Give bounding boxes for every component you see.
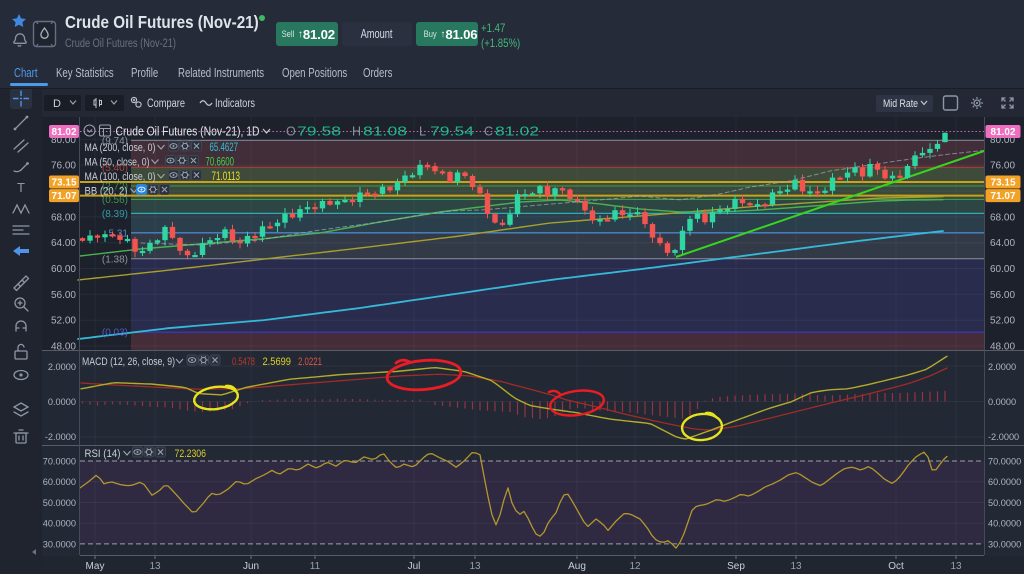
svg-text:(9.74): (9.74) xyxy=(102,136,128,147)
svg-text:May: May xyxy=(86,561,105,572)
svg-text:Sep: Sep xyxy=(727,561,745,572)
svg-text:13: 13 xyxy=(149,561,161,572)
svg-text:71.0113: 71.0113 xyxy=(212,171,241,183)
svg-text:30.0000: 30.0000 xyxy=(988,539,1021,549)
svg-text:Indicators: Indicators xyxy=(215,98,255,110)
svg-text:MACD (12, 26, close, 9): MACD (12, 26, close, 9) xyxy=(82,356,175,368)
svg-text:80.00: 80.00 xyxy=(990,135,1015,146)
svg-text:13: 13 xyxy=(790,561,802,572)
svg-text:O: O xyxy=(286,125,296,139)
svg-text:Mid Rate: Mid Rate xyxy=(883,98,918,110)
svg-text:60.0000: 60.0000 xyxy=(988,477,1021,487)
svg-text:Crude Oil Futures (Nov-21), 1D: Crude Oil Futures (Nov-21), 1D xyxy=(116,125,260,139)
svg-text:(0.03): (0.03) xyxy=(102,328,128,339)
svg-text:52.00: 52.00 xyxy=(990,316,1015,327)
svg-text:48.00: 48.00 xyxy=(990,342,1015,353)
svg-text:(1.38): (1.38) xyxy=(102,254,128,265)
svg-text:MA (200, close, 0): MA (200, close, 0) xyxy=(85,142,156,154)
svg-text:T: T xyxy=(17,180,25,195)
svg-text:0.0000: 0.0000 xyxy=(988,397,1016,407)
svg-text:(0.56): (0.56) xyxy=(102,195,128,206)
svg-text:70.6600: 70.6600 xyxy=(206,157,235,169)
svg-text:(8.39): (8.39) xyxy=(102,209,128,220)
svg-text:-2.0000: -2.0000 xyxy=(45,432,76,442)
svg-text:76.00: 76.00 xyxy=(990,161,1015,172)
svg-text:81.02: 81.02 xyxy=(990,127,1015,138)
svg-text:70.0000: 70.0000 xyxy=(988,457,1021,467)
svg-text:60.0000: 60.0000 xyxy=(43,477,76,487)
svg-text:2.5699: 2.5699 xyxy=(263,356,292,368)
svg-text:RSI (14): RSI (14) xyxy=(85,448,121,460)
svg-text:81.02: 81.02 xyxy=(495,125,539,139)
svg-text:52.00: 52.00 xyxy=(51,316,76,327)
svg-text:5.31: 5.31 xyxy=(109,228,129,239)
svg-text:56.00: 56.00 xyxy=(990,290,1015,301)
svg-text:81.02: 81.02 xyxy=(51,127,76,138)
svg-text:60.00: 60.00 xyxy=(990,264,1015,275)
svg-text:73.15: 73.15 xyxy=(990,178,1015,189)
svg-text:Compare: Compare xyxy=(147,98,185,110)
svg-text:48.00: 48.00 xyxy=(51,342,76,353)
svg-text:50.0000: 50.0000 xyxy=(988,498,1021,508)
svg-text:Jul: Jul xyxy=(408,561,421,572)
svg-text:80.00: 80.00 xyxy=(51,135,76,146)
svg-text:60.00: 60.00 xyxy=(51,264,76,275)
svg-text:2.0000: 2.0000 xyxy=(988,362,1016,372)
svg-text:65.4627: 65.4627 xyxy=(210,142,239,154)
svg-text:13: 13 xyxy=(950,561,962,572)
svg-text:2.0221: 2.0221 xyxy=(298,356,322,368)
svg-text:40.0000: 40.0000 xyxy=(43,519,76,529)
svg-text:MA (50, close, 0): MA (50, close, 0) xyxy=(85,157,150,169)
svg-text:79.54: 79.54 xyxy=(430,125,474,139)
svg-text:Jun: Jun xyxy=(243,561,259,572)
svg-text:76.00: 76.00 xyxy=(51,161,76,172)
svg-text:BB (20, 2): BB (20, 2) xyxy=(85,186,128,198)
svg-text:(5.40): (5.40) xyxy=(102,163,128,174)
svg-text:2.0000: 2.0000 xyxy=(48,362,76,372)
svg-text:12: 12 xyxy=(629,561,641,572)
svg-text:Oct: Oct xyxy=(888,561,904,572)
svg-text:11: 11 xyxy=(310,561,321,572)
svg-text:(2.72): (2.72) xyxy=(102,182,128,193)
svg-text:30.0000: 30.0000 xyxy=(43,539,76,549)
svg-text:73.15: 73.15 xyxy=(51,178,76,189)
svg-text:40.0000: 40.0000 xyxy=(988,519,1021,529)
svg-text:50.0000: 50.0000 xyxy=(43,498,76,508)
svg-text:13: 13 xyxy=(469,561,481,572)
svg-text:0.0000: 0.0000 xyxy=(48,397,76,407)
svg-text:68.00: 68.00 xyxy=(990,212,1015,223)
svg-text:81.08: 81.08 xyxy=(363,125,407,139)
svg-text:MA (100, close, 0): MA (100, close, 0) xyxy=(85,171,156,183)
svg-text:56.00: 56.00 xyxy=(51,290,76,301)
svg-text:L: L xyxy=(419,125,426,139)
svg-text:D: D xyxy=(53,98,61,110)
svg-text:-2.0000: -2.0000 xyxy=(988,432,1019,442)
svg-text:68.00: 68.00 xyxy=(51,212,76,223)
svg-text:C: C xyxy=(484,125,493,139)
svg-text:71.07: 71.07 xyxy=(51,191,76,202)
svg-text:64.00: 64.00 xyxy=(990,238,1015,249)
svg-text:72.2306: 72.2306 xyxy=(175,448,207,460)
svg-text:64.00: 64.00 xyxy=(51,238,76,249)
svg-text:H: H xyxy=(352,125,361,139)
svg-text:0.5478: 0.5478 xyxy=(232,356,255,368)
svg-text:Aug: Aug xyxy=(568,561,586,572)
svg-text:79.58: 79.58 xyxy=(297,125,341,139)
svg-text:71.07: 71.07 xyxy=(990,191,1015,202)
svg-text:70.0000: 70.0000 xyxy=(43,457,76,467)
